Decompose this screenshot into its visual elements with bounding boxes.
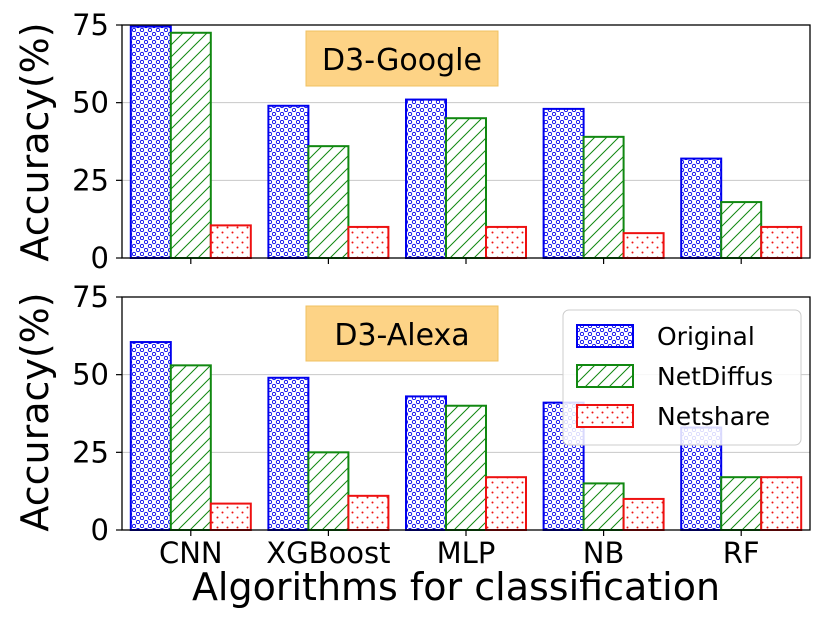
x-tick-label: NB <box>583 536 625 570</box>
panel-title: D3-Google <box>322 43 482 78</box>
y-tick-label: 25 <box>72 435 109 469</box>
y-tick-label: 25 <box>72 163 109 197</box>
bar-netshare-rf <box>760 225 803 259</box>
bar-netshare-mlp <box>485 476 527 532</box>
bar-netshare-cnn <box>209 502 252 531</box>
bar-netshare-cnn <box>209 224 252 260</box>
panel-title-box <box>305 30 499 87</box>
bar-netdiffus-xgboost <box>307 145 350 259</box>
bar-original-mlp <box>405 395 447 531</box>
bar-netdiffus-nb <box>582 135 625 259</box>
legend-label-netshare: Netshare <box>657 402 770 431</box>
y-tick-label: 0 <box>91 513 109 547</box>
legend-label-netdiffus: NetDiffus <box>657 362 773 391</box>
legend-swatch-netshare <box>576 404 634 428</box>
y-tick-label: 75 <box>72 8 109 42</box>
bar-netshare-nb <box>622 232 665 259</box>
bar-netdiffus-xgboost <box>307 451 350 532</box>
y-axis-title: Accuracy(%) <box>13 22 57 261</box>
bar-original-rf <box>680 157 723 259</box>
x-tick-label: XGBoost <box>266 536 390 570</box>
legend-label-original: Original <box>657 322 755 351</box>
bar-netshare-xgboost <box>347 494 390 531</box>
panel-bottom: 0 25 50 75 CNN XGBoost MLP NB RF Accuracy(%) D3-Al… <box>13 280 811 570</box>
bar-netshare-nb <box>622 497 665 531</box>
bar-original-cnn <box>129 25 172 260</box>
legend-swatch-original <box>576 324 634 348</box>
bar-original-xgboost <box>267 104 310 259</box>
panel-top: 0 25 50 75 Accuracy(%) D3-Google <box>13 8 811 275</box>
bar-netdiffus-rf <box>720 476 763 532</box>
bar-original-xgboost <box>267 376 310 532</box>
bar-netshare-xgboost <box>347 225 390 259</box>
bar-netdiffus-rf <box>720 201 763 259</box>
y-tick-label: 0 <box>91 241 109 275</box>
bar-netdiffus-mlp <box>445 117 487 259</box>
y-tick-label: 50 <box>72 358 109 392</box>
x-tick-label: CNN <box>159 536 223 570</box>
bar-original-cnn <box>129 341 172 531</box>
x-tick-label: MLP <box>437 536 496 570</box>
x-axis-title: Algorithms for classification <box>192 565 720 609</box>
bar-original-nb <box>542 107 585 259</box>
y-axis-title: Accuracy(%) <box>13 292 57 531</box>
bar-netdiffus-nb <box>582 482 625 531</box>
legend-swatch-netdiffus <box>576 364 634 388</box>
panel-title-box <box>305 305 499 362</box>
bar-netshare-mlp <box>485 225 527 259</box>
bar-netdiffus-mlp <box>445 404 487 532</box>
bar-netdiffus-cnn <box>169 364 212 532</box>
y-tick-label: 50 <box>72 86 109 120</box>
bar-netshare-rf <box>760 476 803 532</box>
y-tick-label: 75 <box>72 280 109 314</box>
bar-netdiffus-cnn <box>169 31 212 260</box>
x-tick-label: RF <box>723 536 760 570</box>
panel-title: D3-Alexa <box>334 318 469 353</box>
bar-original-mlp <box>405 98 447 259</box>
